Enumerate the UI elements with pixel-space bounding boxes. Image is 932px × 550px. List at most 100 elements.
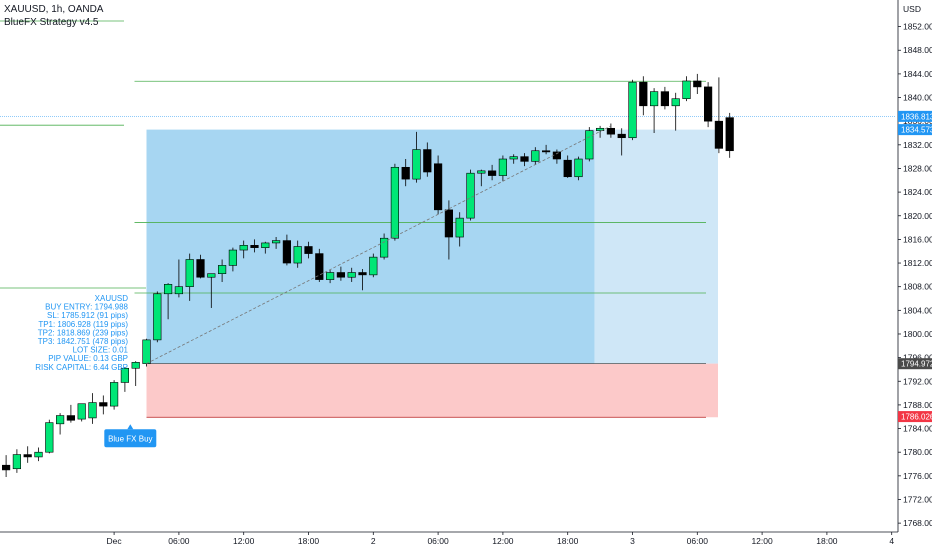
- info-line-3: TP1: 1806.928 (119 pips): [38, 320, 128, 329]
- candle-10: [250, 239, 259, 253]
- candle-prev-4: [34, 447, 43, 462]
- candle-40: [574, 156, 583, 181]
- candle-2: [164, 283, 173, 320]
- time-axis[interactable]: Dec 06:00 12:00 18:00 2 06:00 12:00 18:00 3 06:00…: [0, 531, 898, 546]
- candle-36-body: [531, 150, 540, 162]
- candle-19: [347, 267, 356, 282]
- candle-18: [336, 266, 346, 281]
- candle-prev-8-body: [77, 403, 86, 420]
- time-tick-5: 06:00: [427, 536, 449, 546]
- candle-prev-13-body: [131, 362, 140, 369]
- price-tick-10: 1808.000: [903, 282, 932, 292]
- candles: [1, 73, 734, 478]
- candle-prev-2-body: [12, 454, 21, 470]
- signal-badge[interactable]: [104, 429, 157, 448]
- candle-11: [261, 241, 270, 254]
- price-tag-2: [898, 358, 932, 370]
- candle-37: [541, 144, 551, 155]
- price-axis[interactable]: USD 1768.000 1772.000 1776.000 1780.000 1784.…: [897, 0, 932, 532]
- candle-11-body: [261, 242, 270, 248]
- candle-31: [477, 169, 486, 187]
- candle-13: [282, 234, 292, 266]
- candle-14-body: [293, 246, 302, 264]
- price-tick-19: 1844.000: [903, 69, 932, 79]
- candle-20-body: [358, 272, 367, 276]
- candle-19-body: [347, 272, 356, 278]
- candle-26-body: [423, 149, 432, 173]
- candle-9: [239, 240, 248, 259]
- candle-5: [196, 254, 205, 279]
- entry-trend-line: [146, 125, 612, 364]
- candle-prev-4-body: [34, 451, 43, 458]
- info-line-7: PIP VALUE: 0.13 GBP: [48, 354, 128, 363]
- time-tick-4: 2: [371, 536, 376, 546]
- info-line-2: SL: 1785.912 (91 pips): [47, 311, 128, 320]
- candle-39-body: [563, 159, 572, 178]
- candle-40-body: [574, 158, 583, 178]
- price-tick-6: 1792.000: [903, 376, 932, 386]
- candle-prev-7-body: [66, 415, 75, 421]
- candle-29: [455, 212, 464, 247]
- candle-25-body: [412, 149, 421, 180]
- candle-53: [714, 77, 723, 154]
- candle-15: [304, 241, 313, 259]
- candle-8: [228, 247, 238, 272]
- candle-48-body: [660, 91, 669, 107]
- candle-53-body: [714, 120, 723, 149]
- stop-loss-zone: [146, 363, 718, 418]
- info-line-4: TP2: 1818.869 (239 pips): [38, 328, 129, 337]
- price-tick-12: 1816.000: [903, 234, 932, 244]
- candle-46: [639, 76, 648, 116]
- price-tag-label-1: 1834.573: [901, 126, 932, 135]
- level-lines: [0, 20, 896, 418]
- time-tick-8: 3: [630, 536, 635, 546]
- candle-prev-10-body: [99, 402, 108, 407]
- price-tick-7: 1796.000: [903, 353, 932, 363]
- info-line-8: RISK CAPITAL: 6.44 GBP: [35, 363, 128, 372]
- candle-30-body: [466, 172, 475, 219]
- candle-22: [379, 233, 389, 260]
- price-tag-3: [898, 411, 932, 423]
- candle-24: [401, 159, 410, 187]
- price-tick-1: 1772.000: [903, 494, 932, 504]
- candle-5-body: [196, 259, 205, 278]
- candle-32: [487, 164, 497, 181]
- price-tag-1: [898, 124, 932, 136]
- time-tick-6: 12:00: [492, 536, 514, 546]
- price-tick-8: 1800.000: [903, 329, 932, 339]
- candle-30: [466, 169, 475, 221]
- candle-31-body: [477, 170, 486, 174]
- candle-prev-1: [1, 455, 11, 478]
- candle-prev-8: [77, 403, 86, 422]
- candle-17-body: [325, 272, 335, 280]
- candle-52-body: [703, 86, 713, 122]
- candle-33-body: [498, 158, 508, 176]
- candle-49-body: [671, 98, 680, 107]
- candle-21-body: [369, 256, 378, 276]
- time-tick-3: 18:00: [298, 536, 320, 546]
- trade-zones: [146, 129, 718, 418]
- info-line-6: LOT SIZE: 0.01: [73, 346, 129, 355]
- candle-prev-9: [88, 393, 97, 424]
- profit-zone: [146, 129, 595, 364]
- candle-7-body: [218, 265, 227, 274]
- candle-21: [369, 253, 378, 278]
- candle-45: [628, 79, 637, 141]
- candle-38-body: [552, 151, 561, 160]
- time-tick-0: Dec: [107, 536, 123, 546]
- candle-48: [660, 86, 669, 110]
- price-tick-18: 1840.000: [903, 93, 932, 103]
- candle-1-body: [153, 293, 162, 341]
- candle-28: [444, 200, 454, 260]
- time-tick-9: 06:00: [687, 536, 709, 546]
- candle-prev-11-body: [110, 382, 119, 407]
- candle-12-body: [271, 240, 281, 244]
- price-tick-15: 1828.000: [903, 163, 932, 173]
- candle-prev-11: [110, 380, 119, 410]
- candle-prev-3-body: [23, 454, 32, 458]
- candle-7: [218, 259, 227, 282]
- candle-prev-7: [66, 404, 75, 423]
- candle-43: [606, 123, 615, 138]
- candle-9-body: [239, 245, 248, 251]
